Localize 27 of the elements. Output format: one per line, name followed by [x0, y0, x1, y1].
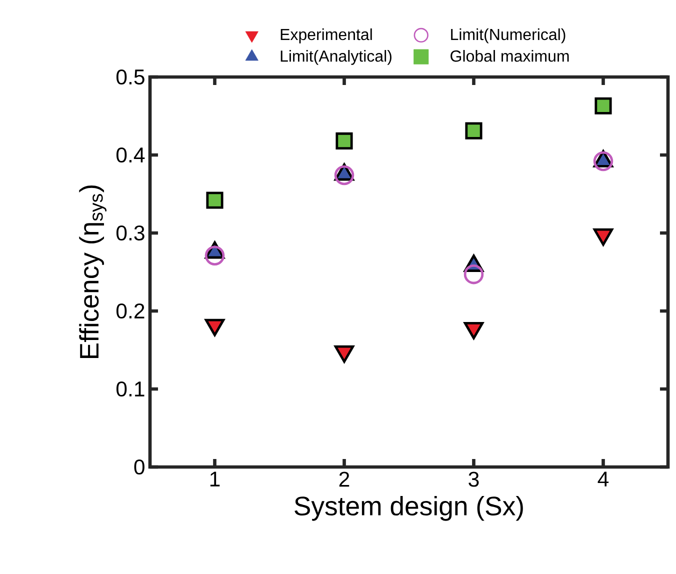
- point: [464, 264, 484, 284]
- x-tick-label: 2: [339, 472, 350, 487]
- point: [594, 97, 612, 114]
- y-tick-label: 0: [134, 459, 144, 475]
- y-tick-label: 0.5: [116, 69, 144, 85]
- y-tick-label: 0.2: [116, 303, 144, 319]
- y-tick-label: 0.3: [116, 225, 144, 241]
- point: [336, 132, 353, 150]
- point: [465, 122, 482, 140]
- x-tick-label: 1: [210, 472, 220, 486]
- point: [464, 322, 484, 340]
- point: [204, 246, 225, 266]
- y-tick-label: 0.1: [116, 381, 144, 397]
- point: [334, 345, 354, 363]
- x-axis-title: System design (Sx): [294, 496, 523, 521]
- point: [204, 318, 225, 336]
- point: [334, 165, 354, 186]
- legend-label: Experimental: [280, 28, 372, 44]
- point: [593, 151, 614, 172]
- legend-label: Limit(Numerical): [451, 28, 566, 44]
- x-tick-label: 3: [468, 472, 479, 487]
- x-tick-label: 4: [598, 472, 609, 486]
- y-axis-title: Efficency (η$_{sys}$): [79, 185, 106, 358]
- legend-label: Limit(Analytical): [280, 50, 392, 65]
- legend-label: Global maximum: [450, 50, 569, 62]
- point: [206, 192, 224, 209]
- y-tick-label: 0.4: [116, 147, 145, 163]
